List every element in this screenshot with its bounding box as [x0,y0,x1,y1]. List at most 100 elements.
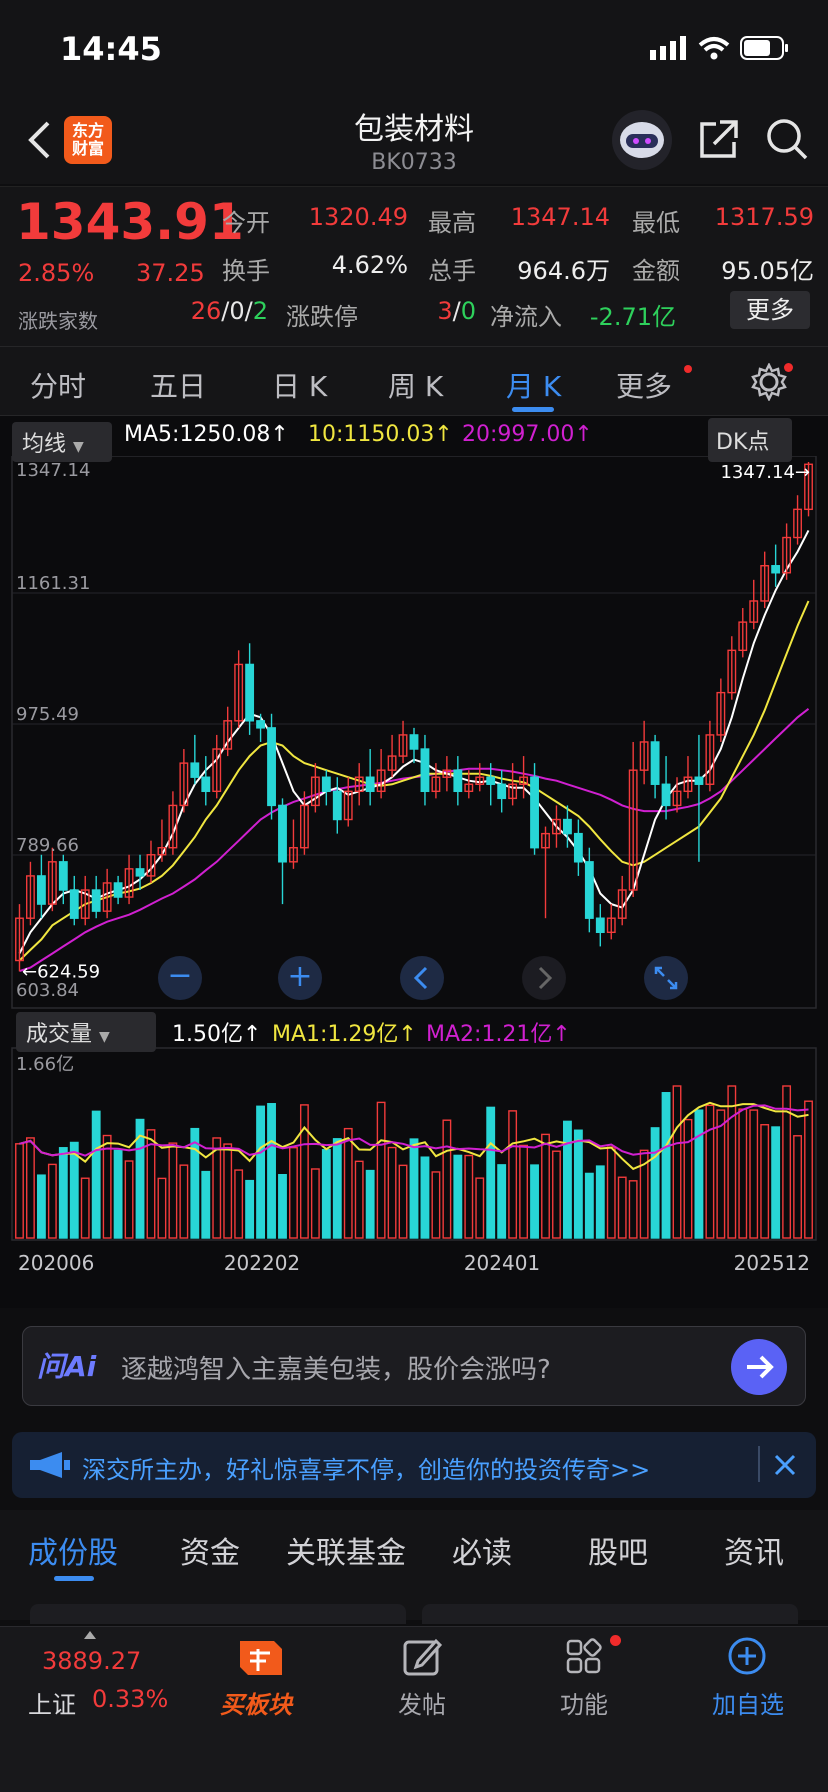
volume-bar [749,1109,759,1239]
volume-bar [497,1164,507,1239]
tab-five-day[interactable]: 五日 [150,370,207,403]
price-axis-label: 603.84 [16,980,79,1001]
kline-chart-area[interactable]: 均线 ▼ MA5:1250.08↑ 10:1150.03↑ 20:997.00↑… [0,416,828,1308]
candle-body [442,769,452,778]
tab-constituents[interactable]: 成份股 [28,1536,118,1571]
volume-bar [102,1134,112,1239]
zoom-in-button[interactable]: + [278,956,322,1000]
candle-body [727,649,737,694]
price-axis-label: 1161.31 [16,573,90,594]
notification-dot [684,365,692,373]
tab-forum[interactable]: 股吧 [588,1536,648,1571]
zoom-out-button[interactable]: − [158,956,202,1000]
ai-question-bar[interactable]: 问Ai 逐越鸿智入主嘉美包装，股价会涨吗? [22,1326,806,1406]
back-icon[interactable] [26,120,52,160]
more-button[interactable]: 更多 [730,291,810,329]
candle-body [595,917,605,934]
scroll-right-button[interactable] [522,956,566,1000]
volume-bar [639,1149,649,1239]
last-price: 1343.91 [16,193,244,251]
functions-label[interactable]: 功能 [560,1691,608,1719]
dk-point-button[interactable]: DK点 [708,418,792,462]
volume-bar [289,1146,298,1239]
detail-tabs: 成份股 资金 关联基金 必读 股吧 资讯 [0,1510,828,1624]
candle-body [179,762,189,807]
price-axis-label: 789.66 [16,835,79,856]
search-icon[interactable] [764,116,810,162]
candle-body [47,861,57,905]
notice-divider [758,1446,760,1482]
volume-bar [343,1127,353,1239]
index-change[interactable]: 0.33% [92,1685,169,1713]
volume-bar [135,1118,145,1239]
volume-ma1-line [19,1101,809,1171]
index-value[interactable]: 3889.27 [42,1647,142,1675]
scroll-left-button[interactable] [400,956,444,1000]
low-marker: ←624.59 [22,961,100,982]
candle-body [299,804,309,849]
tab-related-funds[interactable]: 关联基金 [286,1536,406,1571]
candle-body [530,776,539,849]
date-axis-label: 202512 [734,1251,810,1275]
candle-body [683,776,693,793]
nav-bar: 东方 财富 包装材料 BK0733 [0,96,828,184]
buy-sector-icon[interactable] [234,1635,288,1679]
tab-news[interactable]: 资讯 [724,1536,784,1571]
volume-bar [530,1164,539,1239]
volume-bar [738,1108,748,1239]
ai-send-button[interactable] [731,1339,787,1395]
candle-body [716,691,726,736]
ma20-label: 20:997.00↑ [462,422,593,447]
fullscreen-button[interactable] [644,956,688,1000]
candle-body [606,917,616,934]
candle-body [672,790,682,807]
post-label[interactable]: 发帖 [398,1691,446,1719]
notice-text[interactable]: 深交所主办，好礼惊喜享不停，创造你的投资传奇>> [82,1456,651,1484]
volume-value-label: 1.50亿↑ [172,1022,262,1047]
ai-prompt-text[interactable]: 逐越鸿智入主嘉美包装，股价会涨吗? [121,1355,551,1385]
add-watchlist-label[interactable]: 加自选 [712,1691,784,1719]
tab-more[interactable]: 更多 [616,370,673,403]
promo-notice[interactable]: 深交所主办，好礼惊喜享不停，创造你的投资传奇>> [12,1432,816,1498]
candle-body [409,734,419,750]
open-value: 1320.49 [308,203,408,231]
volume-selector[interactable]: 成交量 ▼ [16,1012,156,1052]
settings-gear-icon[interactable] [750,363,788,401]
add-watchlist-icon[interactable] [726,1635,768,1677]
volume-bar [310,1168,320,1239]
volume-bar [321,1149,331,1239]
tab-monthly[interactable]: 月 K [506,370,562,403]
volume-bar [804,1100,813,1239]
volume-bar [782,1085,792,1239]
post-edit-icon[interactable] [402,1637,442,1677]
candle-body [431,776,441,793]
volume-bar [420,1156,430,1239]
buy-sector-label[interactable]: 买板块 [220,1691,292,1719]
ai-brand: 问Ai [37,1350,97,1383]
volume-bar [146,1129,156,1239]
candle-body [650,741,660,785]
breadth-label: 涨跌家数 [18,309,98,333]
robot-assistant-icon[interactable] [612,110,672,170]
low-label: 最低 [632,209,680,237]
functions-grid-icon[interactable] [564,1637,604,1677]
tab-weekly[interactable]: 周 K [388,370,444,403]
tab-must-read[interactable]: 必读 [452,1536,512,1571]
candle-body [738,621,748,652]
volume-bar [562,1120,572,1239]
close-icon[interactable] [772,1452,798,1478]
volume-bar [519,1144,529,1239]
change-abs: 37.25 [136,259,205,287]
volume-bar [760,1124,770,1239]
signal-icon [650,36,686,60]
tab-daily[interactable]: 日 K [272,370,328,403]
tab-intraday[interactable]: 分时 [30,370,87,403]
index-name[interactable]: 上证 [28,1691,76,1719]
candle-body [639,741,649,771]
volume-bar [376,1101,386,1239]
tab-capital[interactable]: 资金 [180,1536,240,1571]
candle-body [223,720,233,750]
volume-bar [705,1104,715,1239]
detail-tab-indicator [54,1576,94,1581]
share-icon[interactable] [696,118,740,162]
